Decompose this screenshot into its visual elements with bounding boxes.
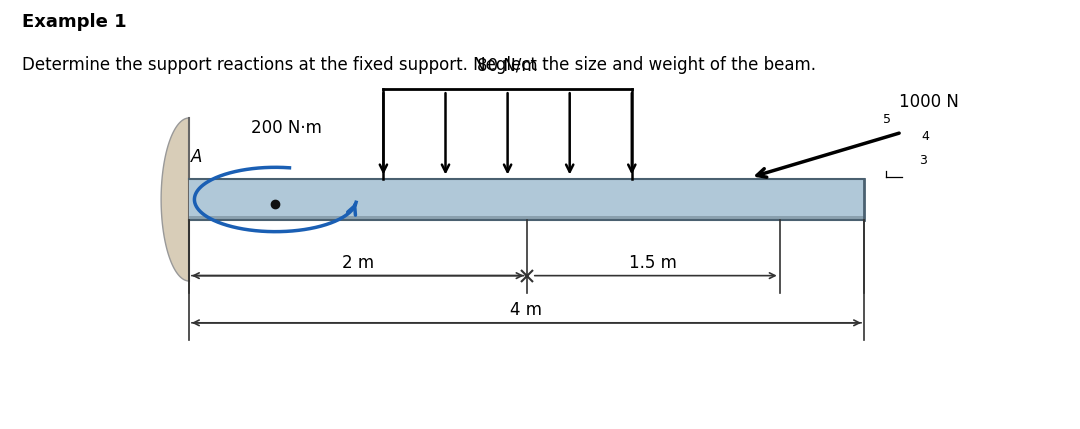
Text: 200 N·m: 200 N·m bbox=[251, 119, 322, 137]
Bar bbox=[189, 179, 864, 184]
Text: 4 m: 4 m bbox=[511, 302, 542, 319]
Text: Example 1: Example 1 bbox=[22, 13, 126, 31]
Polygon shape bbox=[161, 118, 189, 281]
Text: 80 N/m: 80 N/m bbox=[477, 56, 538, 74]
Bar bbox=[189, 179, 864, 220]
Text: 1000 N: 1000 N bbox=[899, 93, 959, 111]
Text: 2 m: 2 m bbox=[341, 254, 374, 272]
Bar bbox=[189, 215, 864, 220]
Text: 4: 4 bbox=[921, 130, 929, 143]
Text: 1.5 m: 1.5 m bbox=[630, 254, 677, 272]
Text: 5: 5 bbox=[883, 113, 891, 126]
Text: 3: 3 bbox=[919, 154, 927, 166]
Text: Determine the support reactions at the fixed support. Neglect the size and weigh: Determine the support reactions at the f… bbox=[22, 56, 815, 74]
Text: A: A bbox=[191, 148, 203, 166]
